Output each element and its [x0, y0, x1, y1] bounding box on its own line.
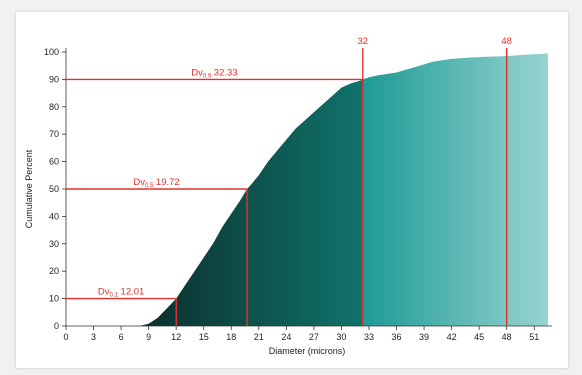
x-tick-label-36: 36: [392, 332, 402, 342]
area-fill-light: [362, 53, 548, 326]
y-tick-label-70: 70: [49, 129, 59, 139]
x-tick-label-3: 3: [91, 332, 96, 342]
x-tick-label-24: 24: [281, 332, 291, 342]
y-tick-label-0: 0: [54, 321, 59, 331]
x-tick-label-42: 42: [447, 332, 457, 342]
dv-label-0: Dv0.1 12.01: [98, 287, 144, 299]
y-tick-label-40: 40: [49, 211, 59, 221]
y-tick-label-60: 60: [49, 157, 59, 167]
top-marker-label-3: 48: [501, 36, 512, 47]
y-tick-label-30: 30: [49, 239, 59, 249]
marker-layer: Dv0.1 12.01 Dv0.5 19.72 Dv0.9 32.33 32 48: [66, 36, 512, 326]
x-tick-label-9: 9: [146, 332, 151, 342]
x-tick-label-48: 48: [502, 332, 512, 342]
y-tick-label-100: 100: [44, 47, 59, 57]
y-axis-title: Cumulative Percent: [24, 149, 34, 228]
area-layer: [66, 53, 548, 326]
x-tick-label-21: 21: [254, 332, 264, 342]
x-tick-label-0: 0: [63, 332, 68, 342]
y-tick-label-20: 20: [49, 266, 59, 276]
dv-label-2: Dv0.9 32.33: [191, 67, 237, 79]
x-tick-label-45: 45: [474, 332, 484, 342]
x-tick-label-18: 18: [226, 332, 236, 342]
x-tick-label-39: 39: [419, 332, 429, 342]
y-tick-label-80: 80: [49, 102, 59, 112]
x-tick-label-6: 6: [119, 332, 124, 342]
y-tick-label-90: 90: [49, 74, 59, 84]
x-tick-label-27: 27: [309, 332, 319, 342]
dv-label-1: Dv0.5 19.72: [133, 177, 179, 189]
x-tick-label-51: 51: [529, 332, 539, 342]
chart-panel: 0 10 20 30 40 50 60 70 80 90 100 0 3 6 9 12 15 18 21 24 27 30…: [16, 12, 568, 368]
y-tick-label-10: 10: [49, 294, 59, 304]
y-tick-label-50: 50: [49, 184, 59, 194]
x-axis-title: Diameter (microns): [269, 346, 346, 356]
x-tick-label-15: 15: [199, 332, 209, 342]
area-fill-dark: [66, 79, 363, 326]
top-marker-label-2: 32: [358, 36, 369, 47]
x-tick-label-33: 33: [364, 332, 374, 342]
x-tick-label-30: 30: [336, 332, 346, 342]
x-tick-label-12: 12: [171, 332, 181, 342]
